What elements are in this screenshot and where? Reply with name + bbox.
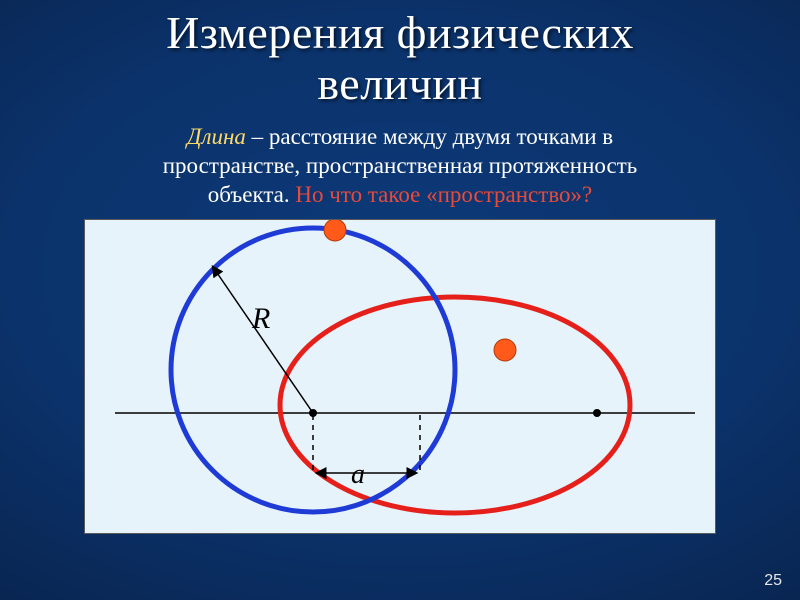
page-number: 25 — [764, 572, 782, 590]
definition-line-2: пространстве, пространственная протяженн… — [163, 153, 638, 178]
diagram-figure: Ra — [84, 219, 716, 534]
definition-line-3-prefix: объекта. — [208, 182, 296, 207]
definition-dash: – — [246, 124, 269, 149]
definition-block: Длина – расстояние между двумя точками в… — [50, 123, 750, 209]
svg-text:R: R — [251, 302, 270, 335]
definition-question: Но что такое «пространство»? — [295, 182, 592, 207]
svg-text:a: a — [351, 459, 365, 490]
definition-term: Длина — [187, 124, 246, 149]
title-line-1: Измерения физических — [166, 7, 634, 58]
slide-title: Измерения физических величин — [0, 0, 800, 109]
title-line-2: величин — [317, 58, 482, 109]
definition-line-1: расстояние между двумя точками в — [269, 124, 613, 149]
diagram-svg: Ra — [85, 220, 715, 533]
